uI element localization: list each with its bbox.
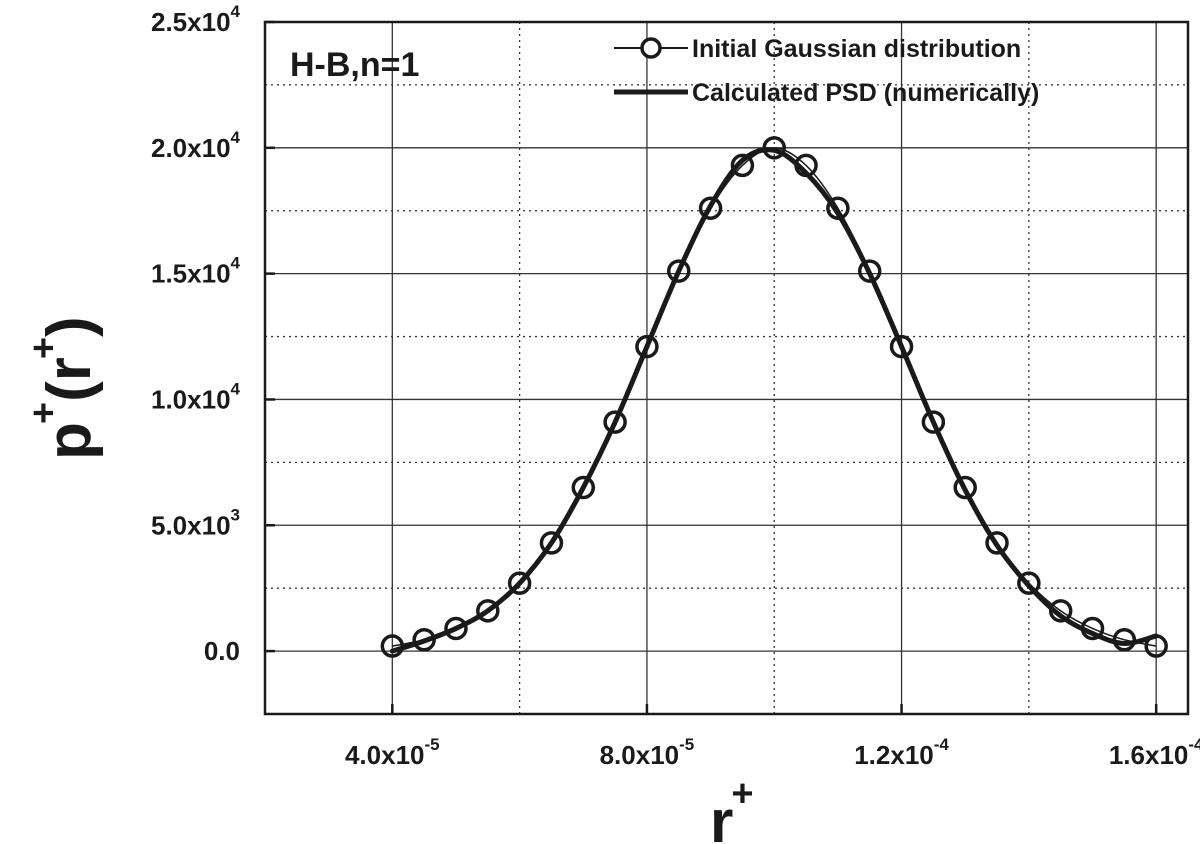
y-tick-label-4: 2.0x104 bbox=[151, 128, 241, 163]
x-axis-label-base: r bbox=[710, 788, 733, 844]
x-tick-exponent-0: -5 bbox=[425, 735, 440, 754]
x-tick-label-3: 1.6x10-4 bbox=[1109, 735, 1200, 770]
y-tick-label-1: 5.0x103 bbox=[151, 505, 240, 540]
axis-ticks: 4.0x10-5 8.0x10-5 1.2x10-4 1.6x10-40.05.0x1… bbox=[151, 2, 1200, 770]
initial-gaussian-point-16 bbox=[889, 334, 914, 359]
initial-gaussian-point-17 bbox=[921, 410, 946, 434]
initial-gaussian-point-19 bbox=[985, 531, 1009, 555]
initial-gaussian-point-21 bbox=[1048, 599, 1073, 623]
x-tick-mantissa-0: 4.0x10 bbox=[345, 740, 425, 770]
initial-gaussian-point-3 bbox=[476, 599, 500, 623]
y-axis-label-sup2: + bbox=[23, 337, 65, 359]
x-axis-label-sup: + bbox=[731, 773, 753, 815]
initial-gaussian-point-6 bbox=[571, 475, 596, 500]
chart-annotation: H-B,n=1 bbox=[290, 46, 419, 84]
series bbox=[380, 136, 1168, 658]
y-tick-label-2: 1.0x104 bbox=[151, 379, 241, 414]
initial-gaussian-point-4 bbox=[507, 571, 532, 595]
x-tick-mantissa-3: 1.6x10 bbox=[1109, 740, 1189, 770]
y-axis-label: p+(r+) bbox=[23, 316, 104, 460]
initial-gaussian-point-2 bbox=[444, 616, 468, 641]
x-tick-mantissa-2: 1.2x10 bbox=[854, 740, 934, 770]
legend: Initial Gaussian distribution Calculated… bbox=[614, 35, 1039, 107]
x-tick-exponent-2: -4 bbox=[934, 735, 950, 754]
y-tick-exponent-1: 3 bbox=[231, 505, 240, 524]
y-tick-mantissa-3: 1.5x10 bbox=[151, 259, 231, 289]
y-tick-mantissa-2: 1.0x10 bbox=[151, 384, 231, 414]
y-axis-label-base: p bbox=[35, 422, 104, 460]
y-tick-label-0: 0.0 bbox=[204, 636, 240, 666]
initial-gaussian-point-1 bbox=[412, 628, 436, 652]
y-tick-label-5: 2.5x104 bbox=[151, 2, 241, 37]
initial-gaussian-point-5 bbox=[539, 531, 564, 555]
initial-gaussian-point-14 bbox=[826, 196, 850, 220]
initial-gaussian-point-20 bbox=[1017, 571, 1041, 595]
y-axis-label-end: ) bbox=[35, 316, 104, 337]
series-initial-gaussian-line bbox=[392, 147, 1157, 647]
x-tick-label-1: 8.0x10-5 bbox=[600, 735, 695, 770]
initial-gaussian-point-15 bbox=[857, 259, 882, 283]
x-tick-mantissa-1: 8.0x10 bbox=[600, 740, 680, 770]
y-tick-exponent-5: 4 bbox=[231, 2, 241, 21]
initial-gaussian-point-23 bbox=[1112, 628, 1137, 652]
initial-gaussian-point-10 bbox=[698, 196, 723, 220]
initial-gaussian-point-12 bbox=[762, 136, 786, 160]
y-tick-exponent-2: 4 bbox=[231, 379, 241, 398]
initial-gaussian-point-24 bbox=[1144, 634, 1168, 658]
initial-gaussian-point-11 bbox=[730, 153, 755, 178]
initial-gaussian-point-13 bbox=[794, 153, 818, 178]
initial-gaussian-point-9 bbox=[667, 259, 691, 283]
y-tick-exponent-4: 4 bbox=[231, 128, 241, 147]
y-tick-mantissa-5: 2.5x10 bbox=[151, 7, 231, 37]
x-tick-label-2: 1.2x10-4 bbox=[854, 735, 949, 770]
x-tick-exponent-3: -4 bbox=[1188, 735, 1200, 754]
x-axis-label: r+ bbox=[710, 773, 754, 844]
y-tick-mantissa-1: 5.0x10 bbox=[151, 510, 231, 540]
initial-gaussian-point-18 bbox=[953, 475, 977, 500]
legend-label-calculated-psd: Calculated PSD (numerically) bbox=[692, 79, 1039, 107]
legend-label-initial-gaussian: Initial Gaussian distribution bbox=[692, 35, 1021, 63]
legend-marker-initial-gaussian bbox=[640, 37, 662, 59]
initial-gaussian-point-0 bbox=[380, 634, 405, 658]
initial-gaussian-point-7 bbox=[603, 410, 627, 434]
y-axis-label-sup1: + bbox=[23, 402, 65, 424]
initial-gaussian-point-22 bbox=[1080, 616, 1105, 641]
plot-frame bbox=[263, 20, 1190, 716]
y-tick-mantissa-4: 2.0x10 bbox=[151, 133, 231, 163]
y-tick-exponent-3: 4 bbox=[231, 254, 241, 273]
y-tick-mantissa-0: 0.0 bbox=[204, 636, 240, 666]
initial-gaussian-point-8 bbox=[635, 334, 659, 359]
y-tick-label-3: 1.5x104 bbox=[151, 254, 241, 289]
x-tick-label-0: 4.0x10-5 bbox=[345, 735, 440, 770]
x-tick-exponent-1: -5 bbox=[679, 735, 694, 754]
y-axis-label-mid: (r bbox=[35, 357, 104, 402]
series-calculated-psd-line bbox=[389, 147, 1159, 654]
